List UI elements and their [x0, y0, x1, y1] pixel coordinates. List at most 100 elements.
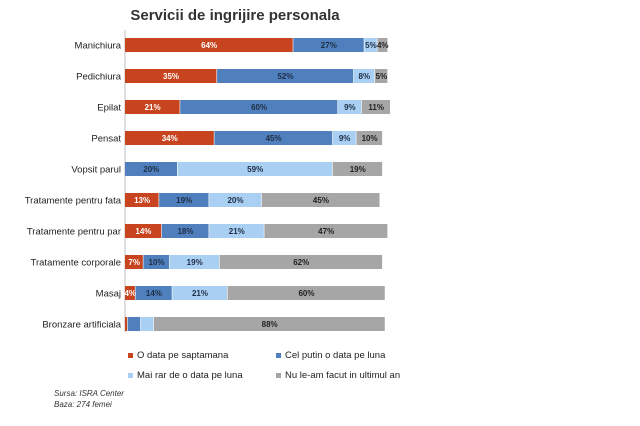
data-label: 19% — [187, 258, 203, 267]
legend-label: O data pe saptamana — [137, 350, 229, 361]
bar-segment — [180, 100, 338, 114]
legend-label: Cel putin o data pe luna — [285, 350, 386, 361]
data-label: 8% — [359, 72, 371, 81]
data-label: 7% — [128, 258, 140, 267]
legend-swatch — [128, 353, 133, 358]
legend-label: Mai rar de o data pe luna — [137, 370, 243, 381]
data-label: 20% — [143, 165, 159, 174]
bar-segment — [374, 69, 388, 83]
bar-segment — [127, 317, 141, 331]
bar-segment — [125, 193, 159, 207]
data-label: 13% — [134, 196, 150, 205]
data-label: 10% — [362, 134, 378, 143]
bar-segment — [169, 255, 220, 269]
data-label: 35% — [163, 72, 179, 81]
bar-segment — [209, 193, 262, 207]
bar-segment — [177, 162, 333, 176]
bar-segment — [332, 162, 383, 176]
data-label: 9% — [339, 134, 351, 143]
bar-segment — [214, 131, 333, 145]
data-label: 52% — [277, 72, 293, 81]
bar-segment — [332, 131, 356, 145]
category-label: Epilat — [97, 103, 121, 114]
data-label: 21% — [192, 289, 208, 298]
data-label: 14% — [146, 289, 162, 298]
category-label: Bronzare artificiala — [42, 320, 121, 331]
data-label: 21% — [229, 227, 245, 236]
category-labels: Manichiura Pedichiura Epilat Pensat Vopsit p… — [25, 41, 122, 331]
bar-segment — [125, 255, 143, 269]
bar-segment — [140, 317, 154, 331]
bar-segment — [125, 38, 293, 52]
legend-label: Nu le-am facut in ultimul an — [285, 370, 400, 381]
bar-segment — [125, 224, 162, 238]
bar-segment — [135, 286, 172, 300]
bar-segment — [361, 100, 391, 114]
data-label: 45% — [313, 196, 329, 205]
bar-segment — [293, 38, 364, 52]
data-label: 10% — [149, 258, 165, 267]
data-label: 88% — [262, 320, 278, 329]
bars — [125, 38, 391, 331]
data-label: 59% — [247, 165, 263, 174]
bar-segment — [125, 162, 177, 176]
data-label: 45% — [266, 134, 282, 143]
bar-segment — [261, 193, 380, 207]
bar-segment — [209, 224, 264, 238]
legend-swatch — [276, 353, 281, 358]
category-label: Masaj — [96, 289, 121, 300]
category-label: Manichiura — [75, 41, 122, 52]
legend-swatch — [276, 373, 281, 378]
bar-segment — [125, 131, 214, 145]
base-note: Baza: 274 femei — [54, 400, 112, 409]
bar-segment — [143, 255, 170, 269]
bar-segment — [153, 317, 385, 331]
chart-title: Servicii de ingrijire personala — [130, 7, 340, 24]
data-label: 64% — [201, 41, 217, 50]
data-label: 9% — [344, 103, 356, 112]
category-label: Vopsit parul — [71, 165, 121, 176]
bar-segment — [353, 69, 375, 83]
bar-segment — [125, 100, 180, 114]
bar-segment — [217, 69, 354, 83]
legend: O data pe saptamana Cel putin o data pe l… — [128, 350, 400, 381]
bar-segment — [125, 317, 128, 331]
segment-labels: 64% 27% 5% 4%35% 52% 8% 5%21% 60% 9% 11%34% 45% 9% 1… — [124, 41, 388, 329]
bar-segment — [338, 100, 362, 114]
data-label: 62% — [293, 258, 309, 267]
data-label: 34% — [162, 134, 178, 143]
data-label: 21% — [145, 103, 161, 112]
bar-segment — [172, 286, 227, 300]
category-label: Tratamente pentru par — [27, 227, 121, 238]
source-note: Sursa: ISRA Center — [54, 389, 124, 398]
data-label: 27% — [321, 41, 337, 50]
legend-swatch — [128, 373, 133, 378]
category-label: Pedichiura — [76, 72, 122, 83]
bar-segment — [356, 131, 383, 145]
data-label: 5% — [365, 41, 377, 50]
bar-segment — [159, 193, 209, 207]
data-label: 18% — [177, 227, 193, 236]
data-label: 4% — [124, 289, 136, 298]
data-label: 4% — [377, 41, 389, 50]
bar-segment — [161, 224, 209, 238]
data-label: 14% — [135, 227, 151, 236]
data-label: 47% — [318, 227, 334, 236]
category-label: Tratamente pentru fata — [25, 196, 122, 207]
data-label: 20% — [227, 196, 243, 205]
bar-segment — [125, 286, 135, 300]
data-label: 5% — [376, 72, 388, 81]
bar-segment — [219, 255, 383, 269]
data-label: 11% — [368, 103, 384, 112]
category-label: Tratamente corporale — [31, 258, 121, 269]
bar-segment — [125, 69, 217, 83]
data-label: 19% — [350, 165, 366, 174]
bar-segment — [264, 224, 388, 238]
data-label: 60% — [298, 289, 314, 298]
category-label: Pensat — [91, 134, 121, 145]
bar-segment — [377, 38, 388, 52]
bar-segment — [364, 38, 377, 52]
data-label: 60% — [251, 103, 267, 112]
bar-segment — [227, 286, 385, 300]
